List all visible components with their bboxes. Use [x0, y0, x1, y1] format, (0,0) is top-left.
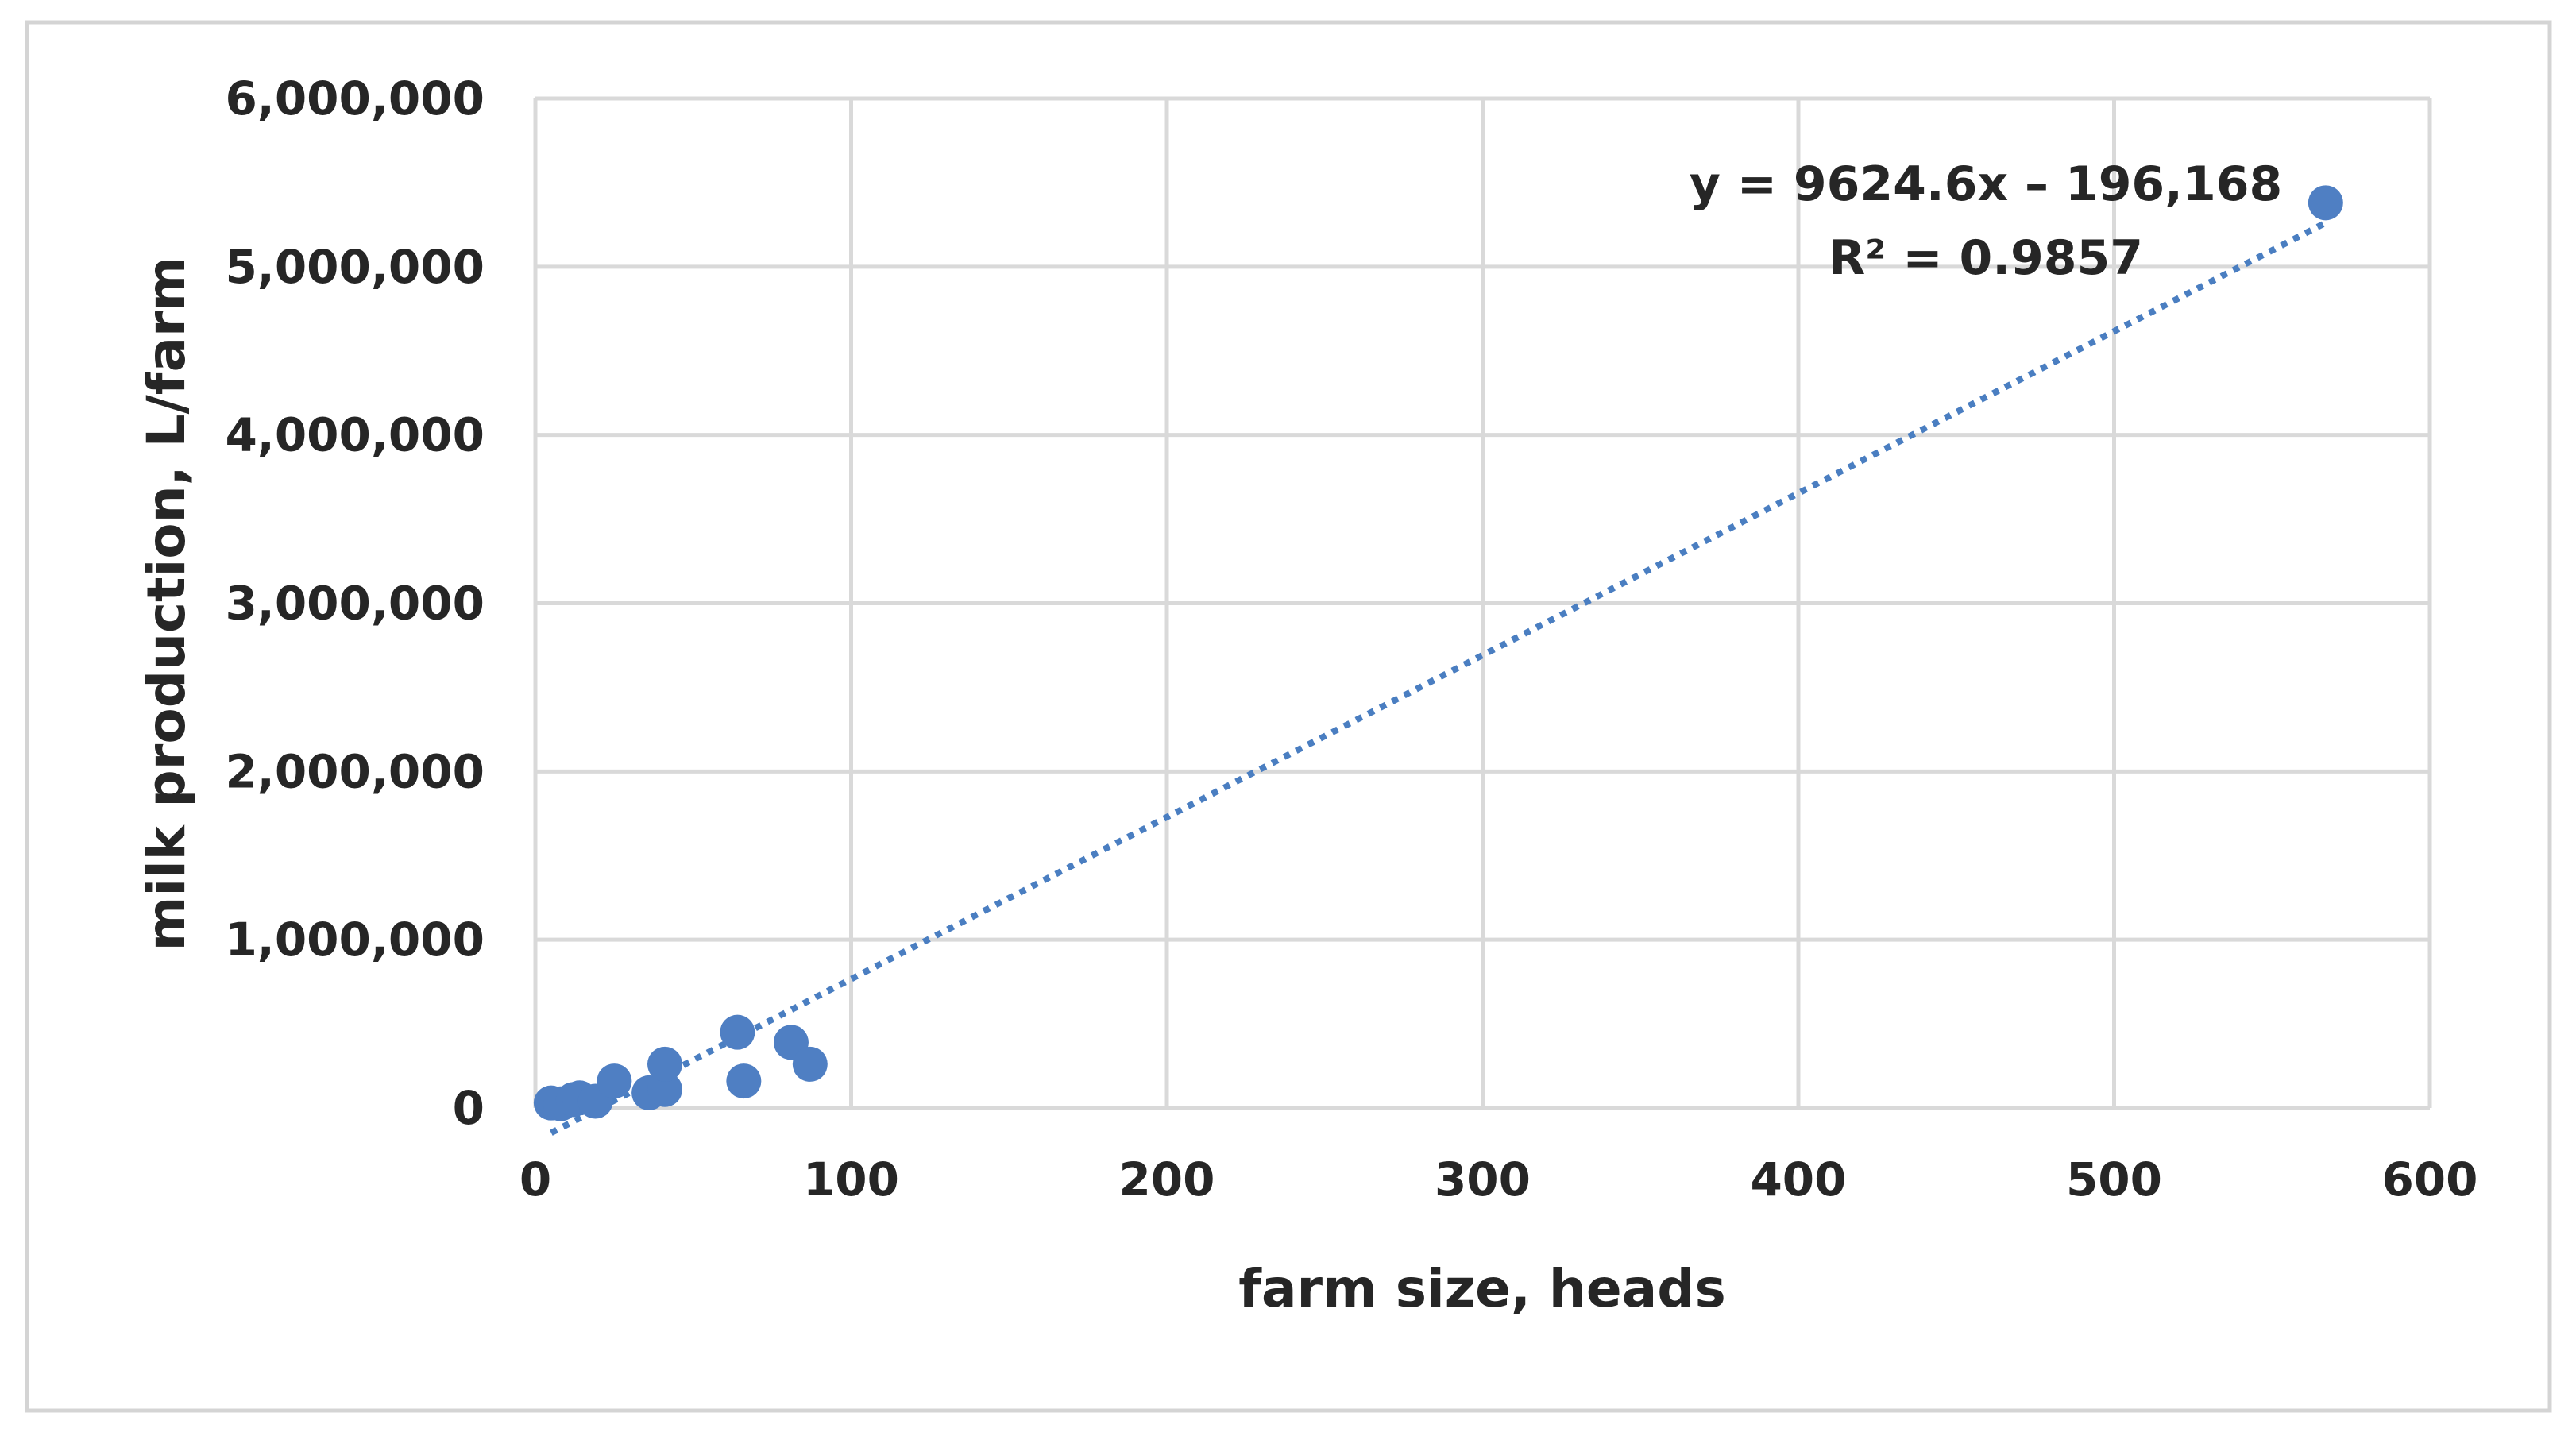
x-tick-label: 400	[1750, 1152, 1846, 1206]
y-tick-label: 6,000,000	[225, 71, 485, 125]
x-tick-label: 600	[2381, 1152, 2478, 1206]
y-tick-label: 3,000,000	[225, 577, 485, 631]
trendline-equation: y = 9624.6x – 196,168	[1690, 156, 2282, 212]
data-point	[792, 1046, 828, 1082]
tick-labels: 0 100 200 300 400 500 600 0 1,000,000 2,000,000 3,…	[225, 71, 2478, 1206]
x-tick-label: 300	[1435, 1152, 1531, 1206]
trendline-r-squared: R² = 0.9857	[1829, 230, 2143, 286]
data-point	[647, 1046, 682, 1082]
x-axis-title: farm size, heads	[1238, 1258, 1726, 1319]
chart-border	[25, 20, 2552, 1413]
y-tick-label: 1,000,000	[225, 913, 485, 967]
data-point	[726, 1063, 762, 1099]
data-point	[597, 1063, 632, 1099]
data-point	[2308, 185, 2343, 221]
x-tick-label: 200	[1118, 1152, 1215, 1206]
gridlines	[533, 96, 2432, 1110]
y-tick-label: 2,000,000	[225, 744, 485, 798]
x-tick-label: 0	[519, 1152, 551, 1206]
trendline	[550, 219, 2327, 1136]
data-point	[720, 1014, 755, 1050]
data-points	[533, 185, 2343, 1121]
trendline-line	[550, 219, 2327, 1136]
data-point	[647, 1071, 682, 1107]
y-tick-label: 0	[453, 1081, 485, 1135]
y-axis-title: milk production, L/farm	[136, 257, 197, 952]
x-tick-label: 500	[2066, 1152, 2162, 1206]
y-tick-label: 4,000,000	[225, 408, 485, 462]
x-tick-label: 100	[803, 1152, 899, 1206]
y-tick-label: 5,000,000	[225, 240, 485, 294]
